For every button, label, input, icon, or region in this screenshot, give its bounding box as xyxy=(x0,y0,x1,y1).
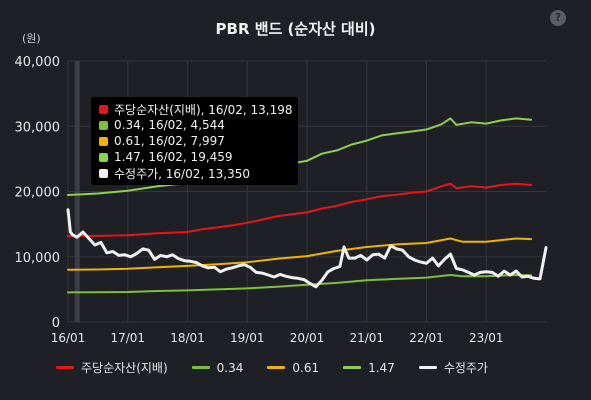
y-tick-label: 0 xyxy=(52,316,60,331)
tooltip-row: 수정주가, 16/02, 13,350 xyxy=(99,165,290,181)
y-tick-label: 30,000 xyxy=(15,120,61,135)
tooltip-color-swatch xyxy=(99,120,108,130)
legend-line-swatch xyxy=(418,366,437,369)
legend-line-swatch xyxy=(343,366,362,369)
tooltip-row-text: 1.47, 16/02, 19,459 xyxy=(114,150,233,164)
x-tick-label: 17/01 xyxy=(110,331,145,345)
x-tick-label: 19/01 xyxy=(230,331,265,345)
x-tick-label: 22/01 xyxy=(409,331,444,345)
legend-label: 주당순자산(지배) xyxy=(81,361,168,375)
y-tick-label: 40,000 xyxy=(15,55,61,70)
legend-label: 1.47 xyxy=(368,360,395,375)
legend-item-pbr-034[interactable]: 0.34 xyxy=(191,360,244,375)
hover-cursor-band xyxy=(74,61,80,322)
y-tick-label: 20,000 xyxy=(15,186,61,201)
legend-label: 0.34 xyxy=(216,360,244,375)
legend-item-bps[interactable]: 주당순자산(지배) xyxy=(56,359,168,376)
x-tick-label: 20/01 xyxy=(290,331,325,345)
x-axis-ticks: 16/01 17/01 18/01 19/01 20/01 21/01 22/01 23/01 xyxy=(51,331,504,345)
series-line-1 xyxy=(67,274,533,294)
tooltip-color-swatch xyxy=(99,152,108,162)
legend-label: 0.61 xyxy=(292,360,320,375)
x-tick-label: 18/01 xyxy=(170,331,205,345)
x-tick-label: 21/01 xyxy=(349,331,384,345)
tooltip-row-text: 주당순자산(지배), 16/02, 13,198 xyxy=(114,102,293,117)
legend-label: 수정주가 xyxy=(443,361,488,375)
y-tick-label: 10,000 xyxy=(15,251,61,266)
tooltip-row-text: 수정주가, 16/02, 13,350 xyxy=(114,166,250,181)
legend-line-swatch xyxy=(267,366,286,369)
x-tick-label: 23/01 xyxy=(469,331,504,345)
tooltip-row: 0.34, 16/02, 4,544 xyxy=(99,117,290,133)
series-line-2 xyxy=(67,237,533,271)
hover-cursor xyxy=(74,61,80,322)
y-axis-unit-label: (원) xyxy=(22,32,41,45)
series-line-0 xyxy=(67,182,533,237)
tooltip-row: 1.47, 16/02, 19,459 xyxy=(99,149,290,165)
help-icon[interactable]: ? xyxy=(550,10,566,26)
legend-item-pbr-061[interactable]: 0.61 xyxy=(267,361,319,375)
legend-item-adjusted-price[interactable]: 수정주가 xyxy=(418,359,488,376)
legend-line-swatch xyxy=(191,366,210,369)
x-tick-label: 16/01 xyxy=(51,331,86,345)
y-axis-ticks: 0 10,000 20,000 30,000 40,000 xyxy=(15,55,61,331)
hover-tooltip: 주당순자산(지배), 16/02, 13,198 0.34, 16/02, 4,… xyxy=(91,97,298,185)
legend-line-swatch xyxy=(56,366,74,369)
tooltip-row: 0.61, 16/02, 7,997 xyxy=(99,133,290,149)
tooltip-row-text: 0.61, 16/02, 7,997 xyxy=(114,134,225,148)
series-line-4 xyxy=(66,208,548,289)
tooltip-color-swatch xyxy=(99,136,108,146)
tooltip-color-swatch xyxy=(99,104,108,114)
tooltip-row-text: 0.34, 16/02, 4,544 xyxy=(114,118,225,132)
tooltip-row: 주당순자산(지배), 16/02, 13,198 xyxy=(99,101,293,117)
chart-legend: 주당순자산(지배) 0.34 0.61 1.47 수정주가 xyxy=(56,359,512,376)
chart-title: PBR 밴드 (순자산 대비) xyxy=(215,20,376,38)
tooltip-color-swatch xyxy=(99,168,108,178)
legend-item-pbr-147[interactable]: 1.47 xyxy=(343,361,395,375)
